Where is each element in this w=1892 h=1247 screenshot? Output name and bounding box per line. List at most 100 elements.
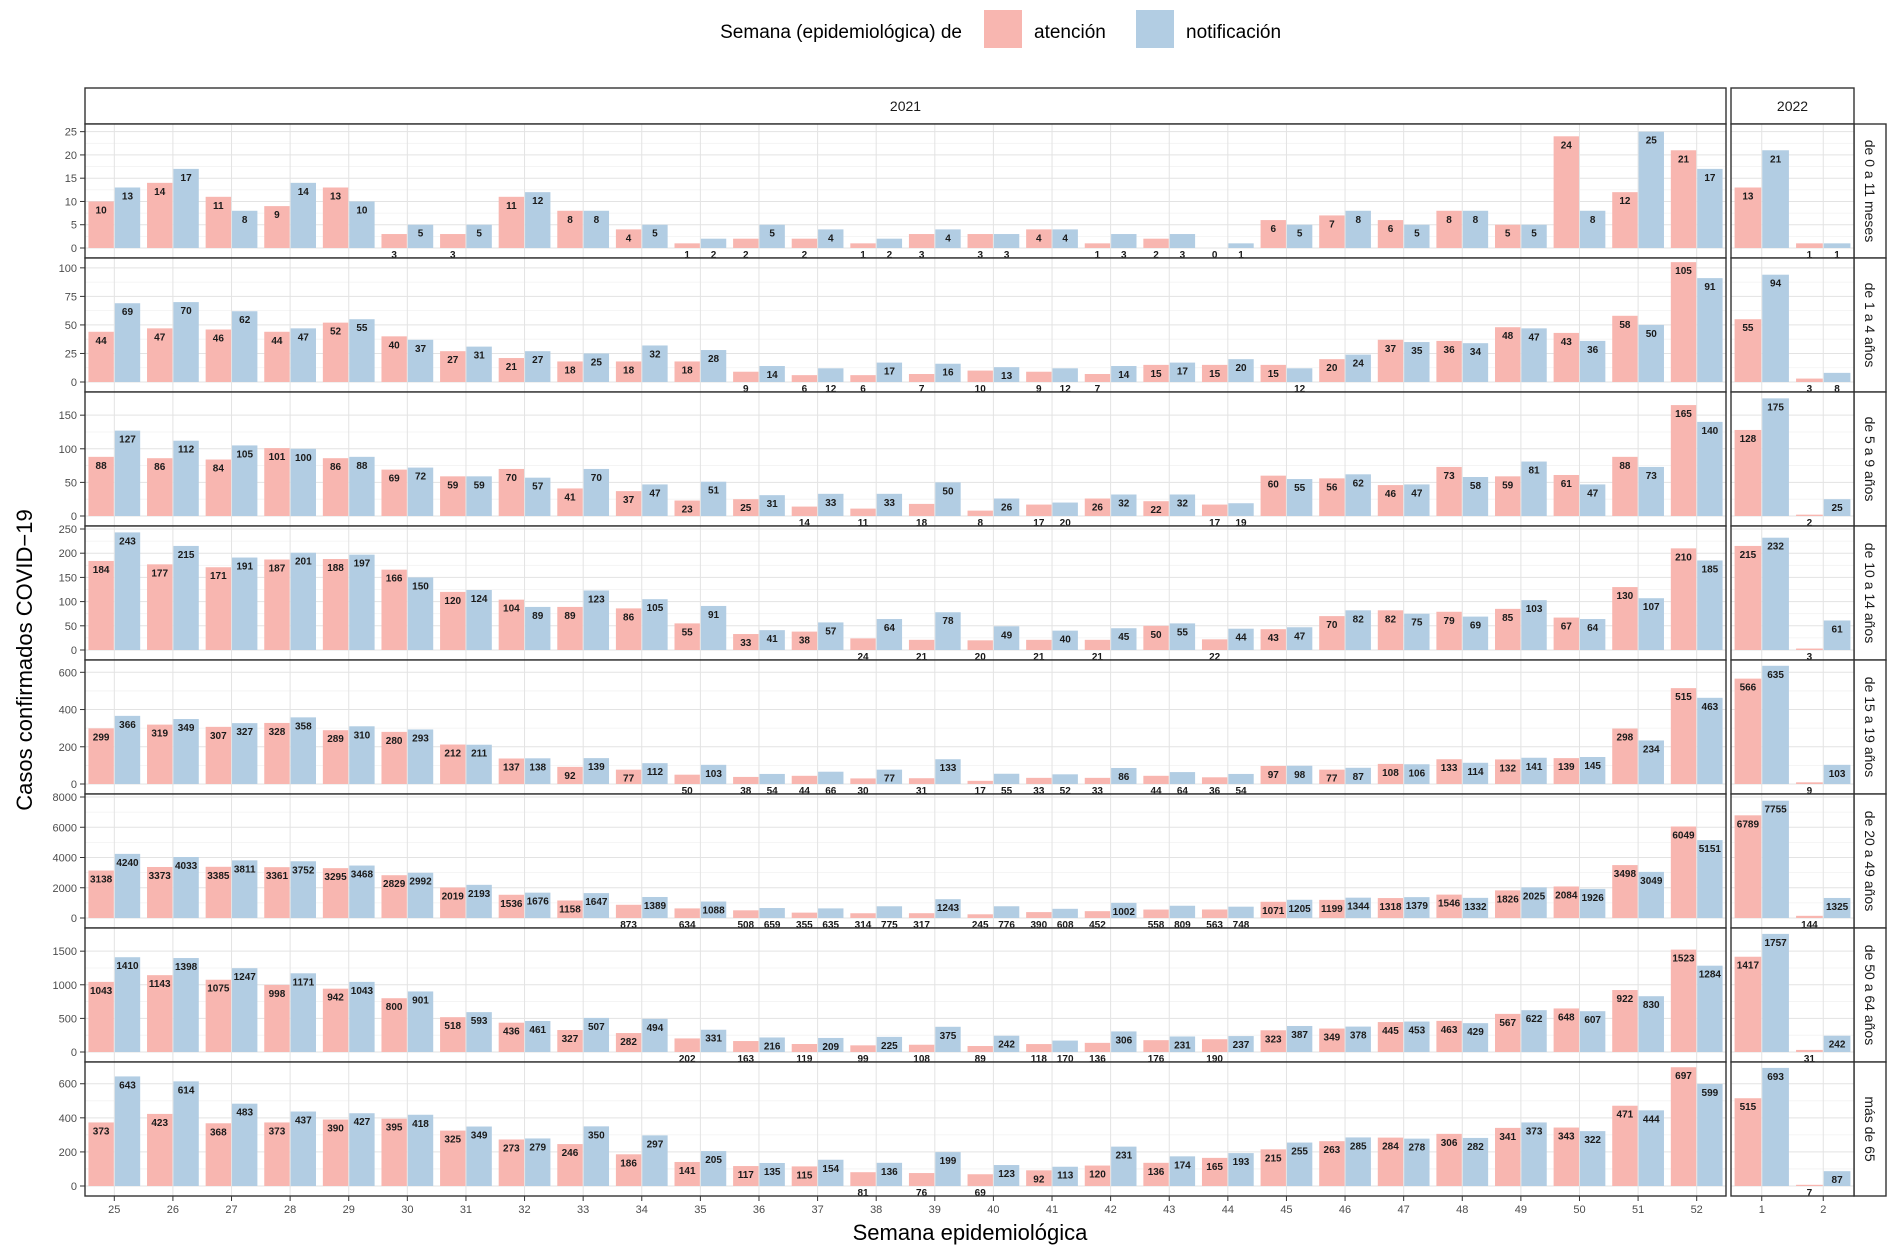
bar-notificacion <box>993 234 1020 248</box>
bar-label: 14 <box>298 187 310 198</box>
bar-label: 70 <box>1326 620 1338 631</box>
bar-label: 32 <box>649 349 661 360</box>
bar-atencion <box>615 608 642 650</box>
x-tick-label: 40 <box>987 1204 999 1216</box>
bar-atencion <box>1670 548 1697 650</box>
bar-notificacion <box>1345 354 1371 382</box>
bar-atencion <box>850 508 876 516</box>
bar-atencion <box>1260 1030 1286 1052</box>
bar-label: 5 <box>1531 229 1537 240</box>
bar-label: 508 <box>737 920 754 931</box>
bar-atencion <box>88 331 114 382</box>
y-tick-label: 4000 <box>53 853 77 865</box>
bar-label: 830 <box>1643 1000 1660 1011</box>
bar-atencion <box>674 243 700 248</box>
bar-notificacion <box>993 1035 1020 1052</box>
bar-atencion <box>1553 886 1579 918</box>
bar-label: 6 <box>1388 224 1394 235</box>
bar-notificacion <box>1521 461 1547 516</box>
bar-notificacion <box>407 729 434 784</box>
bar-atencion <box>322 1119 349 1186</box>
bar-label: 165 <box>1675 409 1692 420</box>
bar-atencion <box>1026 504 1052 516</box>
bar-label: 77 <box>1326 774 1338 785</box>
bar-label: 47 <box>1528 332 1540 343</box>
bar-label: 6789 <box>1737 819 1760 830</box>
bar-label: 47 <box>298 332 310 343</box>
bar-notificacion <box>1521 757 1547 784</box>
bar-notificacion <box>642 896 668 918</box>
bar-atencion <box>264 867 290 918</box>
bar-label: 1 <box>1095 250 1101 261</box>
bar-atencion <box>850 243 876 248</box>
bar-notificacion <box>1823 499 1851 516</box>
bar-atencion <box>1612 1105 1638 1186</box>
bar-notificacion <box>1111 366 1137 382</box>
bar-notificacion <box>583 1017 610 1052</box>
bar-notificacion <box>583 590 610 650</box>
bar-atencion <box>1260 475 1286 516</box>
bar-label: 30 <box>857 786 869 797</box>
bar-label: 36 <box>1587 345 1599 356</box>
bar-label: 6 <box>1270 224 1276 235</box>
bar-notificacion <box>114 532 141 650</box>
bar-label: 44 <box>1150 786 1162 797</box>
bar-label: 12 <box>532 196 544 207</box>
bar-notificacion <box>1052 774 1078 784</box>
bar-label: 88 <box>356 461 368 472</box>
bar-notificacion <box>876 906 903 918</box>
bar-label: 634 <box>679 920 696 931</box>
bar-label: 4 <box>1036 233 1042 244</box>
bar-notificacion <box>818 1037 844 1052</box>
bar-notificacion <box>1638 324 1664 382</box>
row-strip-label: más de 65 <box>1862 1096 1878 1162</box>
bar-atencion <box>791 506 818 516</box>
bar-label: 18 <box>623 365 635 376</box>
bar-notificacion <box>1169 1156 1196 1186</box>
bar-atencion <box>1612 587 1638 650</box>
bar-atencion <box>733 238 759 248</box>
bar-label: 1389 <box>644 901 667 912</box>
bar-atencion <box>850 1172 876 1186</box>
legend-key-atencion <box>984 10 1022 48</box>
bar-label: 210 <box>1675 552 1692 563</box>
bar-label: 373 <box>93 1126 110 1137</box>
bar-label: 14 <box>154 187 166 198</box>
bar-atencion <box>498 1139 525 1186</box>
y-tick-label: 50 <box>65 477 77 489</box>
bar-label: 648 <box>1558 1012 1575 1023</box>
bar-label: 5 <box>476 229 482 240</box>
bar-label: 103 <box>705 769 722 780</box>
bar-notificacion <box>759 224 785 248</box>
bar-notificacion <box>1052 630 1078 650</box>
bar-notificacion <box>876 493 903 516</box>
bar-label: 27 <box>532 355 544 366</box>
bar-atencion <box>557 606 583 650</box>
bar-label: 103 <box>1526 604 1543 615</box>
bar-atencion <box>615 1154 642 1186</box>
bar-label: 141 <box>1526 762 1543 773</box>
y-tick-label: 400 <box>59 705 77 717</box>
bar-label: 471 <box>1617 1110 1634 1121</box>
bar-notificacion <box>1579 1131 1606 1186</box>
bar-label: 62 <box>1353 478 1365 489</box>
bar-notificacion <box>525 351 551 382</box>
bar-label: 279 <box>529 1142 546 1153</box>
bar-atencion <box>147 1113 173 1186</box>
bar-label: 8 <box>1473 215 1479 226</box>
bar-notificacion <box>1345 1026 1371 1052</box>
bar-label: 171 <box>210 571 227 582</box>
bar-label: 187 <box>269 563 286 574</box>
bar-notificacion <box>583 353 610 382</box>
bar-label: 17 <box>1033 518 1045 529</box>
bar-atencion <box>205 1123 232 1186</box>
y-tick-label: 1000 <box>53 980 77 992</box>
bar-atencion <box>440 476 466 516</box>
bar-label: 120 <box>1089 1170 1106 1181</box>
bar-atencion <box>1553 1008 1579 1052</box>
bar-notificacion <box>1228 359 1254 382</box>
bar-atencion <box>88 456 114 516</box>
bar-label: 3811 <box>234 864 256 875</box>
bar-notificacion <box>1404 342 1430 382</box>
